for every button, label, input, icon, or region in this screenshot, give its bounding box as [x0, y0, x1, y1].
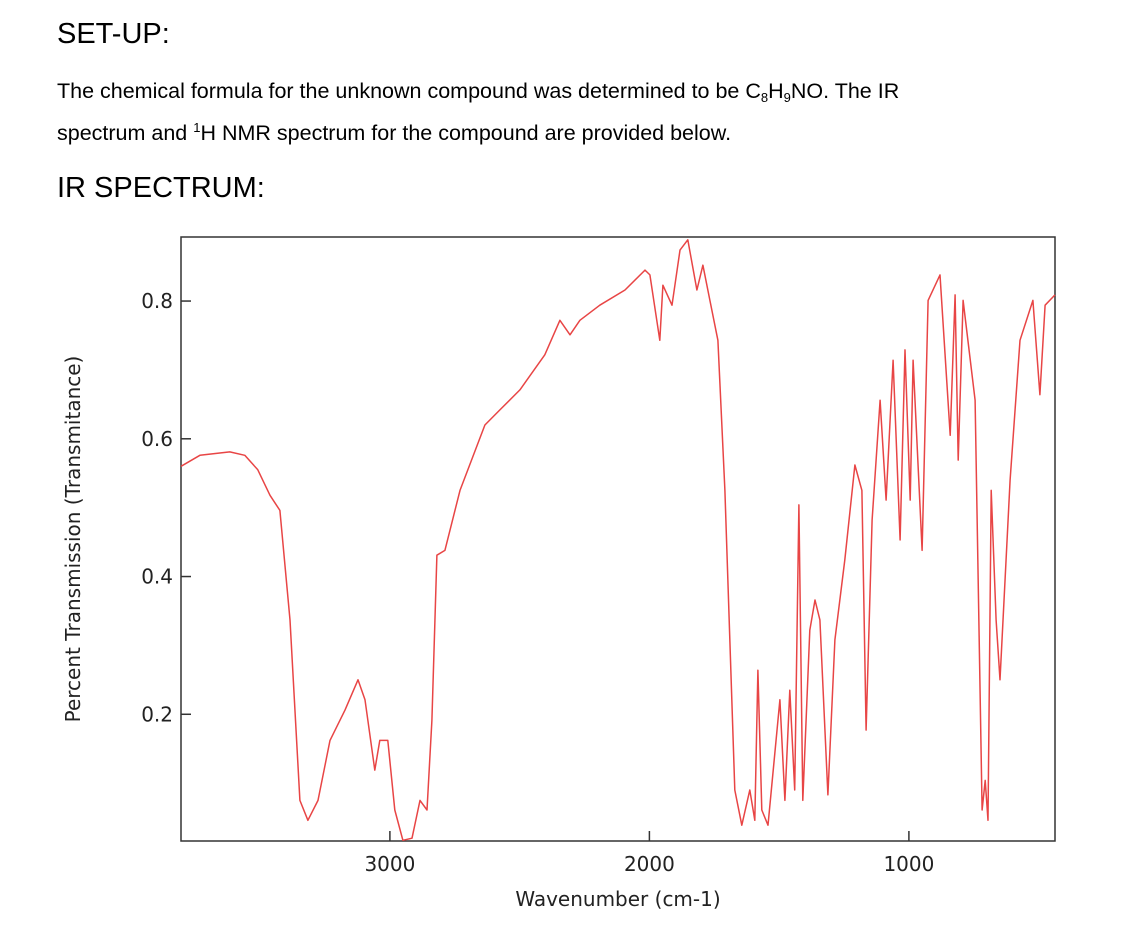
subscript: 9: [783, 90, 791, 105]
y-tick-label: 0.6: [141, 427, 173, 451]
text: H NMR spectrum for the compound are prov…: [200, 121, 732, 145]
section-heading: IR SPECTRUM:: [57, 172, 265, 204]
text: NO. The IR: [790, 79, 900, 103]
text: H: [768, 79, 784, 103]
text: spectrum and: [57, 121, 194, 145]
plot-frame: [180, 236, 1056, 842]
x-tick-label: 1000: [883, 852, 934, 876]
y-axis-label: Percent Transmission (Transmitance): [61, 356, 85, 723]
text: The chemical formula for the unknown com…: [57, 79, 761, 103]
x-axis-label: Wavenumber (cm-1): [515, 887, 720, 911]
x-tick-label: 2000: [624, 852, 675, 876]
subscript: 8: [760, 90, 769, 105]
spectrum-line: [180, 239, 1056, 842]
y-tick-label: 0.2: [141, 702, 173, 726]
superscript: 1: [193, 120, 201, 135]
heading: SET-UP:: [57, 18, 170, 50]
y-tick-label: 0.8: [141, 289, 173, 313]
paragraph: The chemical formula for the unknown com…: [57, 76, 899, 148]
y-tick-label: 0.4: [141, 565, 173, 589]
x-tick-label: 3000: [364, 852, 415, 876]
